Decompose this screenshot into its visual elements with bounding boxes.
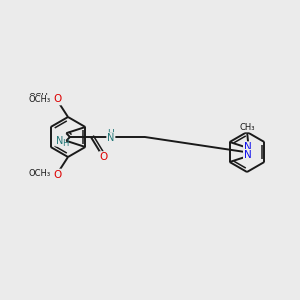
Text: CH₃: CH₃ bbox=[240, 123, 256, 132]
Text: OCH₃: OCH₃ bbox=[29, 169, 51, 178]
Text: OCH₃: OCH₃ bbox=[29, 95, 51, 104]
Text: O: O bbox=[53, 94, 61, 104]
Text: OCH₃: OCH₃ bbox=[28, 94, 52, 103]
Text: O: O bbox=[53, 169, 61, 179]
Text: H: H bbox=[62, 139, 68, 148]
Text: O: O bbox=[100, 152, 108, 162]
Text: N: N bbox=[107, 133, 115, 143]
Text: N: N bbox=[244, 142, 252, 152]
Text: N: N bbox=[56, 136, 63, 146]
Text: H: H bbox=[107, 129, 114, 138]
Text: N: N bbox=[244, 150, 252, 160]
